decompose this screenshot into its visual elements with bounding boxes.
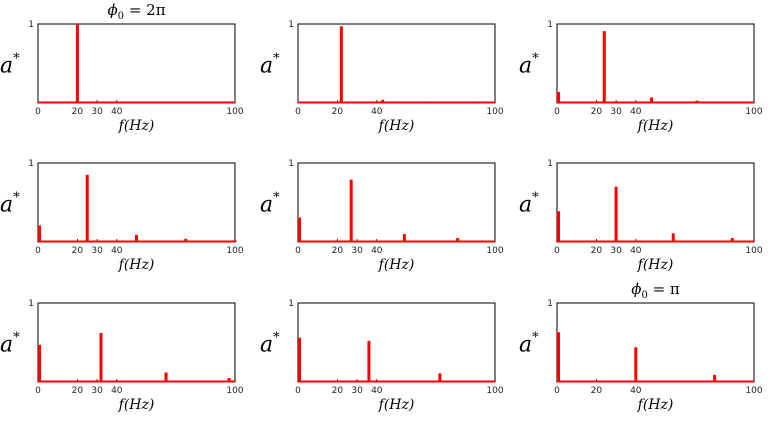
- x-tick-label: 0: [554, 246, 560, 256]
- y-axis-label: a*: [0, 331, 20, 358]
- chart-panel-8: 0 20 30 40 100 1 f(Hz) a*: [260, 299, 504, 413]
- x-axis-label: f(Hz): [637, 397, 674, 413]
- y-tick-label: 1: [28, 20, 34, 30]
- x-axis-label: f(Hz): [378, 257, 415, 273]
- x-axis-label: f(Hz): [118, 118, 155, 134]
- chart-panel-9: 0 20 40 100 1 f(Hz) a* ϕ0 = π: [519, 280, 763, 413]
- x-tick-label: 40: [111, 107, 123, 117]
- x-tick-label: 40: [371, 386, 383, 396]
- y-axis-label: a*: [260, 331, 280, 358]
- x-tick-label: 20: [591, 386, 603, 396]
- x-tick-label: 30: [91, 386, 103, 396]
- y-axis-label: a*: [0, 52, 20, 79]
- x-tick-label: 30: [610, 107, 622, 117]
- y-axis-label: a*: [519, 191, 539, 218]
- chart-title: ϕ0 = 2π: [107, 1, 165, 22]
- x-tick-label: 40: [630, 386, 642, 396]
- y-tick-label: 1: [288, 20, 294, 30]
- x-tick-label: 20: [591, 246, 603, 256]
- chart-panel-1: 0 20 30 40 100 1 f(Hz) a* ϕ0 = 2π: [0, 1, 244, 134]
- x-tick-label: 100: [745, 246, 762, 256]
- x-axis-label: f(Hz): [637, 118, 674, 134]
- x-axis-label: f(Hz): [118, 257, 155, 273]
- x-tick-label: 20: [72, 107, 84, 117]
- plot-frame: [297, 162, 496, 243]
- chart-panel-6: 0 20 30 40 100 1 f(Hz) a*: [519, 159, 763, 273]
- x-tick-label: 100: [486, 246, 503, 256]
- y-axis-label: a*: [519, 331, 539, 358]
- y-axis-label: a*: [519, 52, 539, 79]
- y-tick-label: 1: [547, 159, 553, 169]
- x-tick-label: 0: [295, 107, 301, 117]
- x-tick-label: 0: [35, 107, 41, 117]
- chart-panel-2: 0 20 40 100 1 f(Hz) a*: [260, 20, 504, 134]
- x-tick-label: 0: [35, 246, 41, 256]
- chart-panel-4: 0 20 30 40 100 1 f(Hz) a*: [0, 159, 244, 273]
- x-tick-label: 100: [226, 246, 243, 256]
- plot-frame: [556, 162, 755, 243]
- y-axis-label: a*: [260, 191, 280, 218]
- plot-frame: [37, 302, 236, 383]
- x-tick-label: 20: [72, 246, 84, 256]
- x-tick-label: 0: [295, 246, 301, 256]
- x-tick-label: 40: [371, 107, 383, 117]
- x-tick-label: 0: [295, 386, 301, 396]
- x-tick-label: 30: [91, 107, 103, 117]
- x-tick-label: 20: [332, 386, 344, 396]
- plot-frame: [37, 23, 236, 104]
- x-tick-label: 0: [554, 107, 560, 117]
- x-axis-label: f(Hz): [637, 257, 674, 273]
- chart-panel-5: 0 20 30 40 100 1 f(Hz) a*: [260, 159, 504, 273]
- plot-frame: [37, 162, 236, 243]
- y-axis-label: a*: [0, 191, 20, 218]
- x-tick-label: 30: [351, 386, 363, 396]
- x-tick-label: 40: [111, 246, 123, 256]
- y-axis-label: a*: [260, 52, 280, 79]
- x-tick-label: 100: [226, 386, 243, 396]
- plot-frame: [556, 302, 755, 383]
- x-tick-label: 100: [745, 107, 762, 117]
- x-tick-label: 0: [554, 386, 560, 396]
- y-tick-label: 1: [547, 299, 553, 309]
- chart-panel-3: 0 20 30 40 100 1 f(Hz) a*: [519, 20, 763, 134]
- x-tick-label: 100: [226, 107, 243, 117]
- x-tick-label: 40: [371, 246, 383, 256]
- x-axis-label: f(Hz): [378, 397, 415, 413]
- plot-frame: [556, 23, 755, 104]
- x-tick-label: 30: [351, 246, 363, 256]
- x-tick-label: 40: [630, 107, 642, 117]
- y-tick-label: 1: [288, 299, 294, 309]
- x-tick-label: 0: [35, 386, 41, 396]
- y-tick-label: 1: [28, 159, 34, 169]
- x-tick-label: 20: [72, 386, 84, 396]
- x-tick-label: 30: [91, 246, 103, 256]
- x-tick-label: 40: [111, 386, 123, 396]
- x-tick-label: 30: [610, 246, 622, 256]
- y-tick-label: 1: [547, 20, 553, 30]
- chart-panel-7: 0 20 30 40 100 1 f(Hz) a*: [0, 299, 244, 413]
- x-axis-label: f(Hz): [378, 118, 415, 134]
- x-axis-label: f(Hz): [118, 397, 155, 413]
- x-tick-label: 100: [486, 107, 503, 117]
- y-tick-label: 1: [288, 159, 294, 169]
- plot-frame: [297, 23, 496, 104]
- x-tick-label: 100: [486, 386, 503, 396]
- plot-frame: [297, 302, 496, 383]
- x-tick-label: 20: [332, 107, 344, 117]
- y-tick-label: 1: [28, 299, 34, 309]
- x-tick-label: 20: [591, 107, 603, 117]
- x-tick-label: 40: [630, 246, 642, 256]
- x-tick-label: 20: [332, 246, 344, 256]
- x-tick-label: 100: [745, 386, 762, 396]
- chart-title: ϕ0 = π: [631, 280, 680, 301]
